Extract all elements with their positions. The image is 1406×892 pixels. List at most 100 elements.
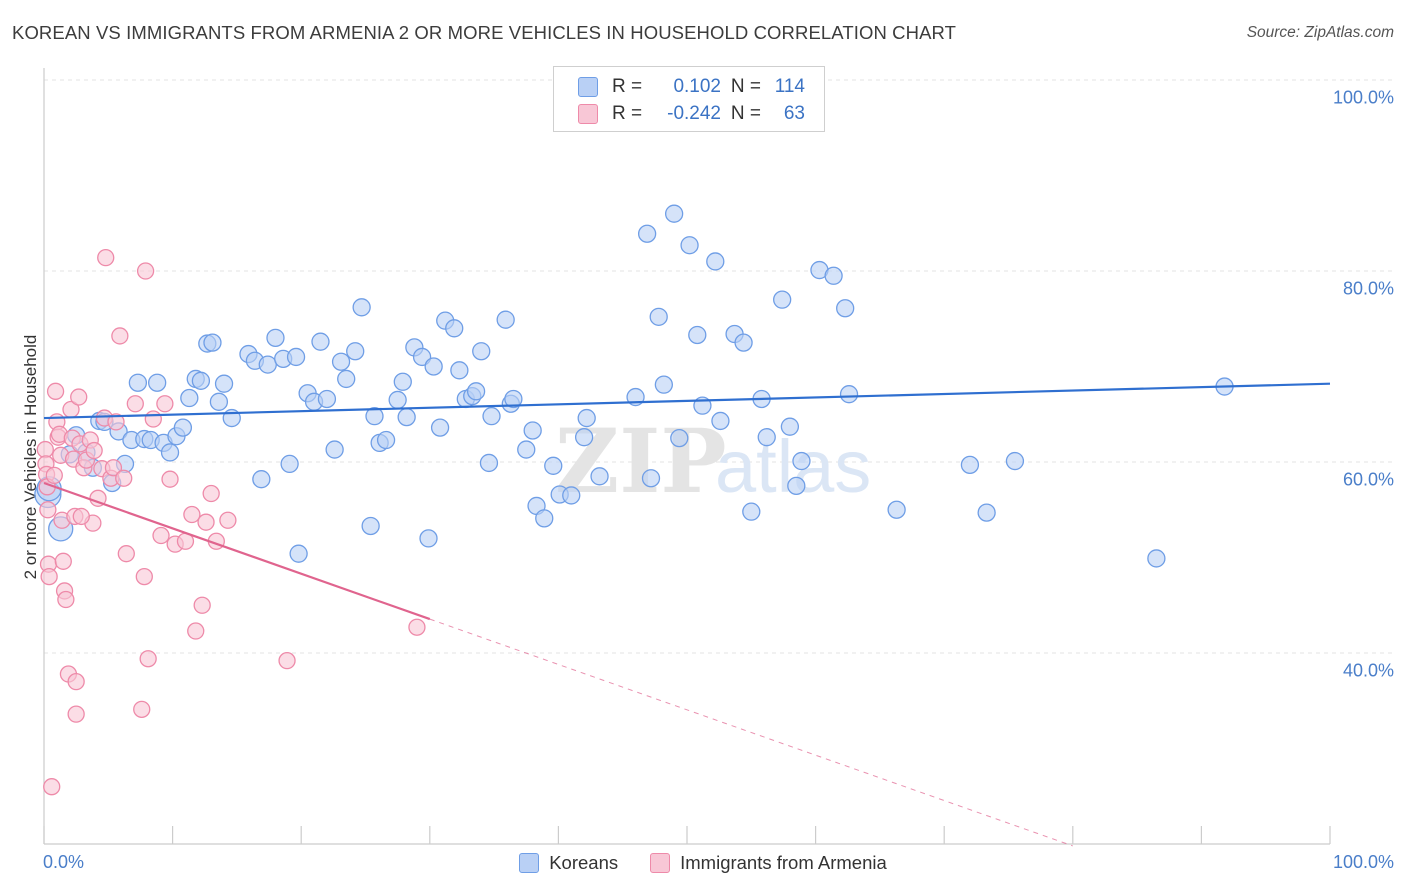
korean-point bbox=[317, 389, 337, 409]
korean-point bbox=[160, 443, 180, 462]
korean-point bbox=[577, 408, 596, 428]
armenia-legend-label: Immigrants from Armenia bbox=[680, 852, 887, 873]
n-value-koreans: 114 bbox=[774, 76, 805, 97]
korean-point bbox=[787, 476, 806, 496]
watermark-atlas: atlas bbox=[715, 425, 871, 508]
korean-point bbox=[365, 407, 384, 426]
legend-item-armenia: Immigrants from Armenia bbox=[650, 852, 887, 874]
x-tick-max: 100.0% bbox=[1332, 852, 1394, 872]
armenia-point bbox=[72, 507, 90, 526]
armenia-swatch bbox=[578, 104, 598, 124]
armenia-point bbox=[156, 395, 174, 413]
korean-point bbox=[670, 428, 689, 448]
koreans-legend-label: Koreans bbox=[549, 852, 619, 873]
korean-point bbox=[337, 369, 356, 389]
r-label: R = bbox=[612, 103, 643, 124]
korean-point bbox=[479, 453, 499, 473]
series-legend: Koreans Immigrants from Armenia bbox=[0, 852, 1406, 874]
armenia-point bbox=[117, 545, 135, 563]
armenia-point bbox=[139, 650, 157, 668]
korean-point bbox=[346, 342, 365, 361]
korean-point bbox=[397, 407, 416, 427]
korean-point bbox=[148, 373, 167, 392]
korean-point bbox=[523, 421, 542, 440]
korean-point bbox=[649, 307, 668, 326]
korean-point bbox=[472, 342, 491, 361]
korean-point bbox=[544, 456, 563, 475]
korean-point bbox=[535, 509, 554, 528]
armenia-point bbox=[57, 590, 75, 609]
armenia-point bbox=[40, 567, 58, 586]
koreans-legend-swatch bbox=[519, 853, 540, 873]
korean-point bbox=[191, 371, 211, 390]
korean-point bbox=[325, 440, 344, 459]
armenia-point bbox=[67, 705, 85, 723]
korean-point bbox=[1005, 451, 1025, 471]
korean-point bbox=[977, 503, 996, 522]
armenia-point bbox=[39, 501, 57, 519]
korean-point bbox=[641, 469, 661, 488]
korean-point bbox=[266, 328, 285, 348]
r-label: R = bbox=[612, 76, 643, 97]
legend-row-koreans: R = 0.102 N = 114 bbox=[578, 74, 805, 100]
korean-point bbox=[430, 418, 450, 437]
korean-point bbox=[839, 385, 859, 404]
armenia-point bbox=[187, 622, 205, 640]
y-tick-80: 80.0% bbox=[1342, 278, 1394, 299]
korean-point bbox=[590, 467, 609, 486]
korean-point bbox=[214, 374, 234, 393]
y-tick-40: 40.0% bbox=[1342, 660, 1394, 681]
korean-point bbox=[361, 516, 380, 536]
armenia-point bbox=[408, 618, 426, 636]
armenia-point bbox=[107, 413, 125, 431]
armenia-trend-extension bbox=[429, 618, 1073, 847]
koreans-swatch bbox=[578, 77, 598, 97]
korean-point bbox=[562, 486, 581, 505]
chart-title: KOREAN VS IMMIGRANTS FROM ARMENIA 2 OR M… bbox=[12, 22, 957, 43]
korean-point bbox=[780, 417, 800, 436]
korean-point bbox=[757, 428, 776, 447]
armenia-point bbox=[202, 484, 220, 503]
korean-point bbox=[637, 224, 657, 243]
armenia-point bbox=[126, 395, 144, 413]
korean-point bbox=[654, 375, 674, 394]
armenia-point bbox=[152, 526, 170, 545]
korean-point bbox=[680, 236, 699, 255]
korean-point bbox=[280, 454, 299, 474]
korean-point bbox=[517, 440, 536, 459]
korean-point bbox=[773, 290, 792, 309]
korean-point bbox=[311, 332, 330, 351]
korean-point bbox=[331, 352, 351, 371]
korean-point bbox=[836, 299, 855, 318]
korean-point bbox=[792, 451, 811, 471]
armenia-point bbox=[36, 440, 54, 459]
korean-point bbox=[289, 544, 308, 563]
korean-point bbox=[424, 357, 443, 376]
r-value-armenia: -0.242 bbox=[667, 103, 721, 124]
r-value-koreans: 0.102 bbox=[673, 76, 721, 97]
armenia-point bbox=[67, 673, 85, 691]
korean-point bbox=[574, 428, 594, 447]
korean-point bbox=[393, 372, 412, 391]
korean-point bbox=[388, 390, 407, 410]
korean-point bbox=[203, 333, 222, 352]
korean-point bbox=[960, 455, 980, 475]
korean-point bbox=[258, 355, 277, 374]
armenia-point bbox=[193, 596, 211, 614]
korean-point bbox=[742, 502, 761, 521]
armenia-point bbox=[97, 248, 115, 267]
correlation-legend: R = 0.102 N = 114 R = -0.242 N = 63 bbox=[553, 66, 825, 132]
armenia-trend-line bbox=[43, 481, 431, 621]
korean-point bbox=[688, 325, 707, 345]
korean-point bbox=[128, 373, 148, 392]
armenia-point bbox=[278, 651, 296, 670]
korean-point bbox=[286, 347, 306, 367]
korean-point bbox=[734, 333, 753, 352]
korean-point bbox=[1147, 549, 1166, 568]
armenia-point bbox=[135, 567, 153, 586]
korean-point bbox=[180, 388, 199, 408]
korean-point bbox=[664, 204, 684, 223]
n-value-armenia: 63 bbox=[783, 103, 805, 124]
korean-point bbox=[445, 319, 464, 338]
